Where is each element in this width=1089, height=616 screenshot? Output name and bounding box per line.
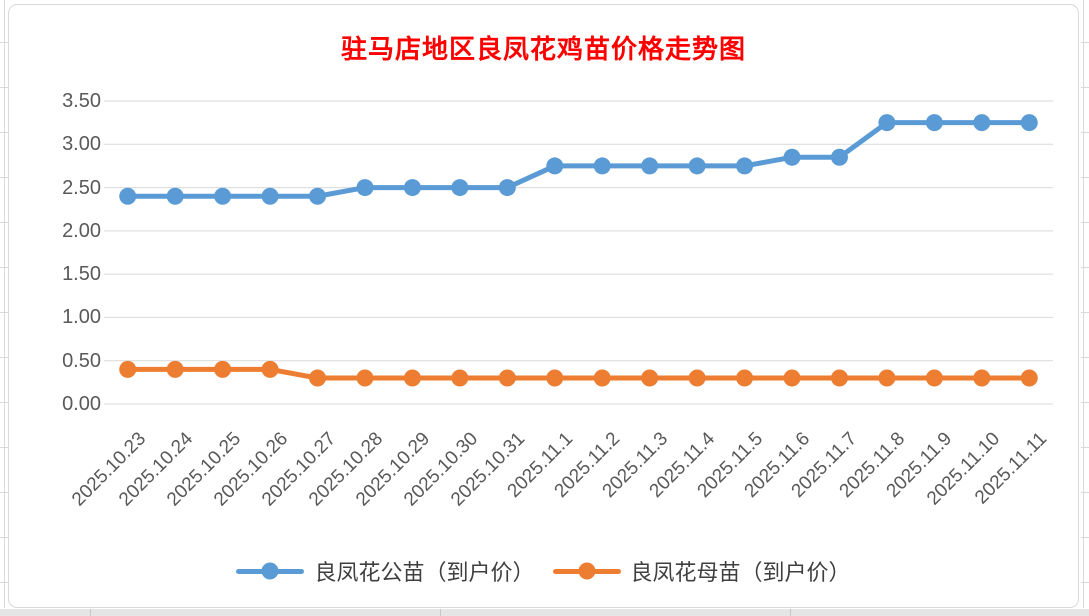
sheet-column-gridline-right bbox=[1083, 0, 1084, 608]
y-tick-label: 1.50 bbox=[62, 263, 101, 286]
legend-marker-line-icon bbox=[236, 562, 305, 580]
data-point bbox=[451, 179, 469, 197]
legend-marker-line-icon bbox=[552, 562, 621, 580]
data-point bbox=[356, 369, 374, 387]
data-point bbox=[878, 369, 896, 387]
data-point bbox=[878, 114, 896, 132]
data-point bbox=[1020, 114, 1038, 132]
data-point bbox=[925, 114, 943, 132]
data-point bbox=[214, 360, 232, 378]
sheet-row-gridlines-right bbox=[1081, 0, 1089, 608]
chart-title: 驻马店地区良凤花鸡苗价格走势图 bbox=[340, 35, 746, 64]
sheet-bottom-row bbox=[0, 609, 1089, 616]
y-tick-label: 3.00 bbox=[62, 133, 101, 156]
data-point bbox=[1020, 369, 1038, 387]
legend: 良凤花公苗（到户价） 良凤花母苗（到户价） bbox=[9, 555, 1078, 587]
data-point bbox=[830, 148, 848, 166]
data-point bbox=[783, 148, 801, 166]
y-tick-label: 0.50 bbox=[62, 349, 101, 372]
y-tick-label: 2.00 bbox=[62, 219, 101, 242]
data-point bbox=[546, 157, 564, 175]
data-point bbox=[925, 369, 943, 387]
data-point bbox=[309, 187, 327, 205]
legend-label: 良凤花母苗（到户价） bbox=[630, 560, 851, 585]
cell-border bbox=[440, 609, 441, 616]
plot-svg bbox=[104, 100, 1053, 405]
data-point bbox=[261, 187, 279, 205]
y-tick-label: 0.00 bbox=[62, 393, 101, 415]
data-point bbox=[688, 157, 706, 175]
legend-marker-dot-icon bbox=[578, 562, 595, 580]
data-point bbox=[403, 369, 421, 387]
data-point bbox=[309, 369, 327, 387]
data-point bbox=[783, 369, 801, 387]
cell-border bbox=[790, 609, 791, 616]
data-point bbox=[973, 114, 991, 132]
chart-area[interactable]: 驻马店地区良凤花鸡苗价格走势图 0.00 0.50 1.00 1.50 2.00 2.50… bbox=[8, 4, 1079, 608]
data-point bbox=[593, 157, 611, 175]
data-point bbox=[261, 360, 279, 378]
y-tick-label: 1.00 bbox=[62, 306, 101, 329]
sheet-column-gridline-left bbox=[4, 0, 5, 608]
legend-label: 良凤花公苗（到户价） bbox=[314, 560, 535, 585]
data-point bbox=[119, 360, 137, 378]
series-line-0 bbox=[125, 120, 1032, 199]
data-point bbox=[119, 187, 137, 205]
data-point bbox=[166, 360, 184, 378]
data-point bbox=[641, 157, 659, 175]
data-point bbox=[356, 179, 374, 197]
data-point bbox=[830, 369, 848, 387]
y-tick-label: 2.50 bbox=[62, 176, 101, 199]
data-point bbox=[688, 369, 706, 387]
legend-item-female[interactable]: 良凤花母苗（到户价） bbox=[552, 555, 851, 587]
data-point bbox=[593, 369, 611, 387]
data-point bbox=[166, 187, 184, 205]
data-point bbox=[451, 369, 469, 387]
y-tick-label: 3.50 bbox=[62, 90, 101, 112]
data-point bbox=[736, 157, 754, 175]
data-point bbox=[403, 179, 421, 197]
data-point bbox=[641, 369, 659, 387]
data-point bbox=[498, 179, 516, 197]
data-point bbox=[498, 369, 516, 387]
data-point bbox=[736, 369, 754, 387]
data-point bbox=[973, 369, 991, 387]
legend-marker-dot-icon bbox=[261, 562, 279, 580]
cell-border bbox=[90, 609, 91, 616]
legend-item-male[interactable]: 良凤花公苗（到户价） bbox=[236, 555, 535, 587]
data-point bbox=[546, 369, 564, 387]
data-point bbox=[214, 187, 232, 205]
